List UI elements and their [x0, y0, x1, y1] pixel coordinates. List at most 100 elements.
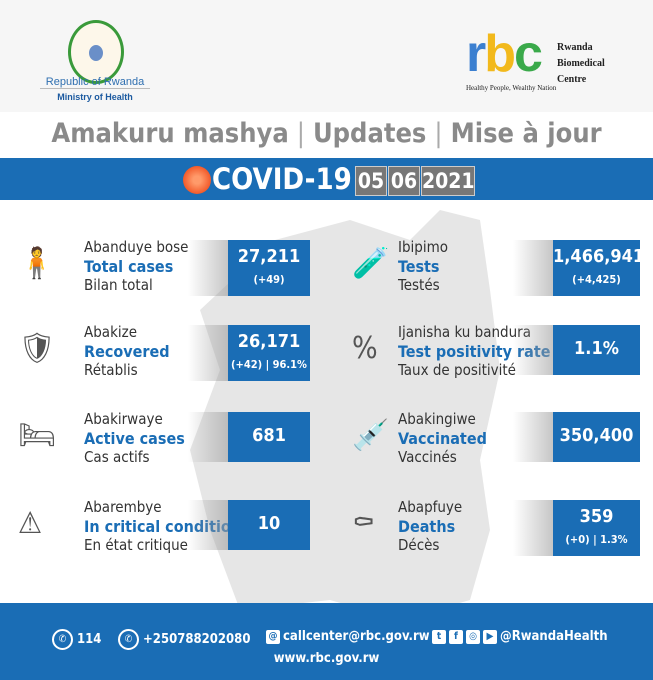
stat-value: 27,211 [237, 246, 301, 267]
stat-value: 359 [579, 506, 614, 527]
label-english: Deaths [398, 517, 456, 536]
phone-number: +250788202080 [143, 632, 251, 647]
stat-label: Ibipimo Tests Testés [398, 238, 448, 295]
box-shadow [513, 325, 553, 375]
stat-value: 1,466,941 [553, 246, 645, 267]
rbc-name-line: Centre [557, 74, 587, 85]
label-kinyarwanda: Abapfuye [398, 498, 463, 516]
stat-value-box: 10 [228, 500, 310, 550]
republic-label: Republic of Rwanda [40, 76, 150, 89]
label-french: Vaccinés [398, 448, 457, 466]
label-kinyarwanda: Abanduye bose [84, 238, 189, 256]
phone-icon: ✆ [52, 629, 73, 650]
stat-change: (+0) | 1.3% [565, 533, 628, 546]
label-kinyarwanda: Ijanisha ku bandura [398, 323, 531, 341]
date-year: 2021 [421, 166, 475, 196]
facebook-icon[interactable]: f [449, 629, 463, 644]
icu-bed-warning-icon: ⚠ [18, 506, 43, 541]
youtube-icon[interactable]: ▶ [483, 629, 497, 644]
title-en: Updates [312, 118, 427, 149]
syringe-person-icon: 💉 [352, 418, 390, 453]
label-french: Rétablis [84, 361, 138, 379]
page-title: Amakuru mashya | Updates | Mise à jour [51, 118, 602, 149]
stat-value: 10 [257, 513, 281, 534]
stat-label: Abakize Recovered Rétablis [84, 323, 170, 380]
website-link[interactable]: www.rbc.gov.rw [273, 651, 380, 666]
label-french: Décès [398, 536, 440, 554]
box-shadow [188, 325, 228, 381]
label-english: Test positivity rate [398, 342, 551, 361]
social-links[interactable]: t f ◎ ▶ @RwandaHealth [432, 629, 608, 644]
stat-value-box: 681 [228, 412, 310, 462]
stat-label: Abakingiwe Vaccinated Vaccinés [398, 410, 487, 467]
twitter-icon[interactable]: t [432, 629, 446, 644]
stat-value: 26,171 [237, 331, 301, 352]
coffin-icon: ⚰ [352, 506, 375, 541]
stat-value-box: 26,171 (+42) | 96.1% [228, 325, 310, 381]
label-french: Testés [398, 276, 440, 294]
label-english: Vaccinated [398, 429, 487, 448]
box-shadow [188, 240, 228, 296]
stat-value-box: 27,211 (+49) [228, 240, 310, 296]
label-french: Cas actifs [84, 448, 150, 466]
email-address: callcenter@rbc.gov.rw [283, 629, 430, 644]
stat-value-box: 1,466,941 (+4,425) [553, 240, 645, 296]
test-tubes-icon: 🧪 [352, 246, 390, 281]
rwanda-coat-of-arms-logo [68, 20, 124, 84]
rbc-logo: rbc [466, 25, 543, 83]
label-kinyarwanda: Ibipimo [398, 238, 449, 256]
hospital-bed-icon: 🛏 [18, 418, 57, 453]
stat-label: Abakirwaye Active cases Cas actifs [84, 410, 185, 467]
date-day: 05 [355, 166, 387, 196]
label-english: Recovered [84, 342, 170, 361]
label-kinyarwanda: Abakirwaye [84, 410, 163, 428]
label-kinyarwanda: Abakize [84, 323, 138, 341]
label-french: Bilan total [84, 276, 153, 294]
virus-icon [183, 166, 211, 194]
stat-value-box: 350,400 [553, 412, 640, 462]
stat-change: (+49) [253, 273, 285, 286]
stat-label: Abarembye In critical condition En état … [84, 498, 241, 555]
stat-value: 350,400 [559, 425, 634, 446]
banner-label: COVID-19 [212, 162, 352, 196]
stat-change: (+42) | 96.1% [231, 358, 307, 371]
stat-label: Ijanisha ku bandura Test positivity rate… [398, 323, 550, 380]
box-shadow [513, 240, 553, 296]
ministry-label: Ministry of Health [57, 92, 133, 102]
stat-label: Abanduye bose Total cases Bilan total [84, 238, 188, 295]
person-virus-icon: 🧍 [18, 246, 56, 281]
percent-tubes-icon: % [352, 331, 378, 366]
box-shadow [513, 412, 553, 462]
stat-value-box: 359 (+0) | 1.3% [553, 500, 640, 556]
box-shadow [188, 500, 228, 550]
label-kinyarwanda: Abarembye [84, 498, 162, 516]
label-english: Total cases [84, 257, 174, 276]
email-link[interactable]: @ callcenter@rbc.gov.rw [266, 629, 430, 644]
stat-value-box: 1.1% [553, 325, 640, 375]
rbc-name-line: Rwanda [557, 42, 593, 53]
covid-banner [0, 158, 653, 200]
email-icon: @ [266, 629, 280, 644]
label-french: En état critique [84, 536, 188, 554]
rbc-name-line: Biomedical [557, 58, 605, 69]
hotline-number: 114 [77, 632, 102, 647]
whatsapp-phone[interactable]: ✆ +250788202080 [118, 629, 250, 650]
stat-label: Abapfuye Deaths Décès [398, 498, 462, 555]
box-shadow [513, 500, 553, 556]
label-kinyarwanda: Abakingiwe [398, 410, 476, 428]
hotline[interactable]: ✆ 114 [52, 629, 101, 650]
footer: ✆ 114 ✆ +250788202080 @ callcenter@rbc.gov.… [0, 603, 653, 680]
instagram-icon[interactable]: ◎ [466, 629, 480, 644]
person-shield-icon: 🛡 [18, 331, 57, 366]
stat-value: 681 [252, 425, 286, 446]
label-english: Tests [398, 257, 440, 276]
title-fr: Mise à jour [450, 118, 602, 149]
label-english: Active cases [84, 429, 185, 448]
whatsapp-icon: ✆ [118, 629, 139, 650]
date-month: 06 [388, 166, 420, 196]
label-french: Taux de positivité [398, 361, 516, 379]
stat-change: (+4,425) [572, 273, 621, 286]
box-shadow [188, 412, 228, 462]
social-handle: @RwandaHealth [500, 629, 608, 644]
